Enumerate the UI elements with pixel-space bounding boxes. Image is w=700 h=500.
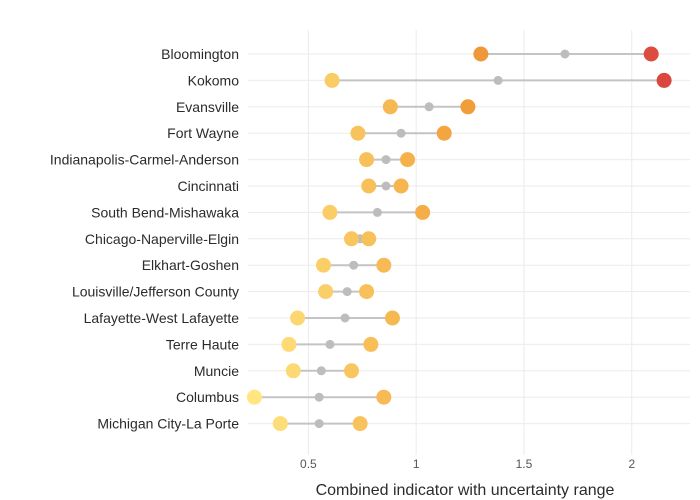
low-point [382,99,398,115]
low-point [246,389,262,405]
low-point [350,125,366,141]
high-point [656,72,672,88]
low-point [290,310,306,326]
low-point [285,363,301,379]
dumbbell-row: Bloomington [161,46,659,62]
category-label: Columbus [176,389,239,405]
mid-point [424,102,434,112]
x-tick-label: 2 [628,457,635,471]
x-tick-label: 1 [413,457,420,471]
category-label: Louisville/Jefferson County [72,284,239,300]
high-point [352,416,368,432]
low-point [281,336,297,352]
category-label: Bloomington [161,46,239,62]
mid-point [381,181,391,191]
dumbbell-row: Louisville/Jefferson County [72,284,375,300]
dumbbell-row: Indianapolis-Carmel-Anderson [50,152,416,168]
x-tick-label: 1.5 [516,457,533,471]
high-point [384,310,400,326]
category-label: Muncie [194,363,239,379]
row-layer: Bloomington Kokomo Evansville Fort Wayne Ind… [50,46,672,432]
high-point [376,389,392,405]
high-point [460,99,476,115]
dumbbell-row: Michigan City-La Porte [97,416,368,432]
x-tick-label: 0.5 [300,457,317,471]
mid-point [493,75,503,85]
high-point [643,46,659,62]
dumbbell-row: Cincinnati [178,178,409,194]
low-point [324,72,340,88]
dumbbell-row: Chicago-Naperville-Elgin [85,231,377,247]
mid-point [316,366,326,376]
low-point [322,204,338,220]
mid-point [325,339,335,349]
mid-point [381,155,391,165]
category-label: Fort Wayne [167,125,239,141]
mid-point [340,313,350,323]
low-point [318,284,334,300]
dumbbell-row: Columbus [176,389,392,405]
dumbbell-row: Muncie [194,363,359,379]
low-point [473,46,489,62]
category-label: Chicago-Naperville-Elgin [85,231,239,247]
dumbbell-row: Kokomo [188,72,672,88]
dumbbell-row: Evansville [176,99,476,115]
high-point [361,231,377,247]
low-point [315,257,331,273]
low-point [272,416,288,432]
category-label: Lafayette-West Lafayette [84,310,240,326]
high-point [376,257,392,273]
high-point [359,284,375,300]
grid-layer [248,30,690,455]
high-point [343,363,359,379]
category-label: Elkhart-Goshen [142,257,239,273]
mid-point [349,260,359,270]
dumbbell-row: South Bend-Mishawaka [91,204,431,220]
mid-point [372,207,382,217]
dumbbell-row: Fort Wayne [167,125,452,141]
mid-point [314,392,324,402]
low-point [343,231,359,247]
high-point [436,125,452,141]
high-point [363,336,379,352]
x-axis-title: Combined indicator with uncertainty rang… [316,482,615,499]
category-label: Kokomo [188,72,240,88]
dumbbell-row: Elkhart-Goshen [142,257,392,273]
category-label: South Bend-Mishawaka [91,204,239,220]
low-point [361,178,377,194]
mid-point [560,49,570,59]
category-label: Evansville [176,99,239,115]
category-label: Cincinnati [178,178,239,194]
mid-point [396,128,406,138]
x-tick-layer: 0.5 1 1.5 2 [300,457,635,471]
category-label: Indianapolis-Carmel-Anderson [50,152,239,168]
high-point [415,204,431,220]
category-label: Michigan City-La Porte [97,416,239,432]
low-point [359,152,375,168]
high-point [393,178,409,194]
mid-point [342,287,352,297]
mid-point [314,419,324,429]
high-point [400,152,416,168]
dumbbell-row: Terre Haute [166,336,379,352]
category-label: Terre Haute [166,336,239,352]
dumbbell-row: Lafayette-West Lafayette [84,310,400,326]
